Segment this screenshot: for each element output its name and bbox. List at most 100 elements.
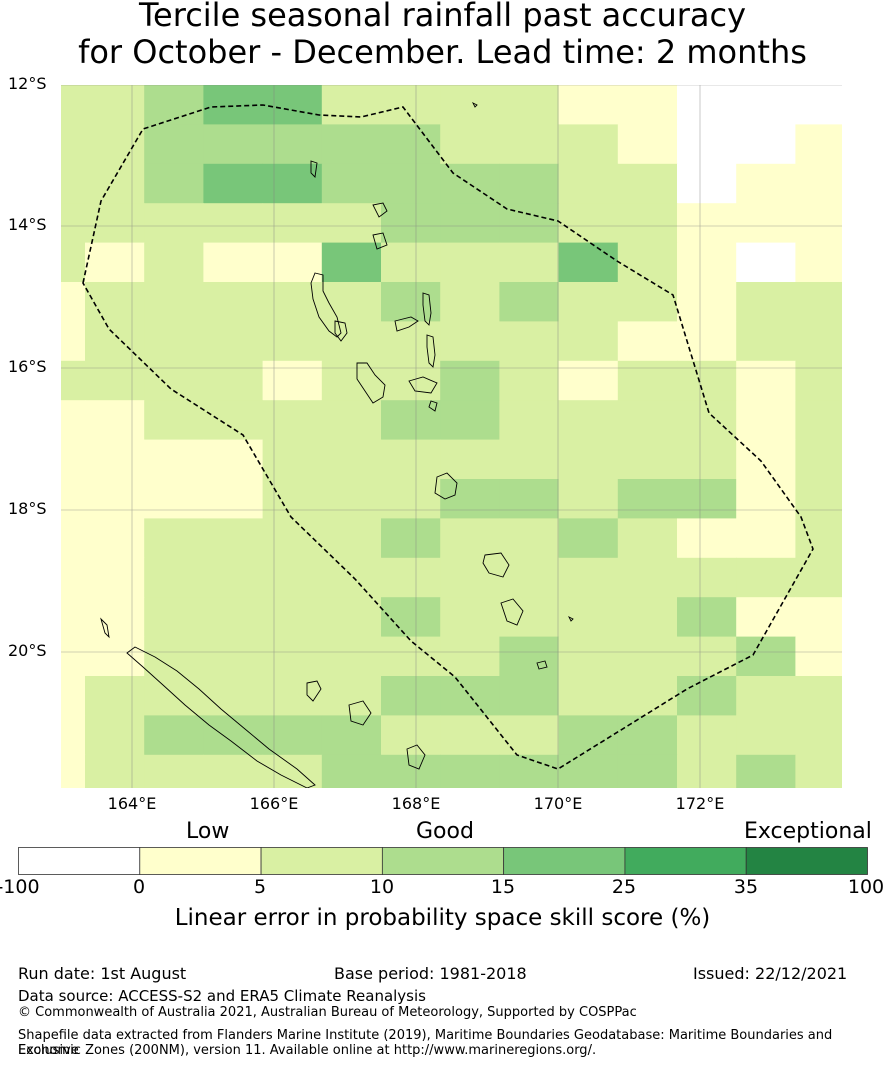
island-pentecost bbox=[426, 334, 436, 368]
lon-label-166E: 166°E bbox=[249, 794, 299, 813]
skill-cell bbox=[440, 242, 500, 283]
skill-cell bbox=[617, 754, 678, 788]
skill-cell bbox=[736, 676, 796, 716]
skill-cell bbox=[440, 203, 500, 244]
skill-cell bbox=[321, 242, 382, 283]
skill-cell bbox=[736, 636, 796, 677]
skill-cell bbox=[440, 597, 500, 638]
skill-cell bbox=[736, 754, 796, 788]
skill-cell bbox=[795, 282, 842, 322]
skill-cell bbox=[262, 715, 323, 756]
skill-cell bbox=[440, 557, 500, 598]
skill-cell bbox=[795, 203, 842, 244]
skill-cell bbox=[795, 754, 842, 788]
skill-cell bbox=[499, 715, 560, 756]
island-aneityum bbox=[536, 660, 548, 670]
shapefile-credit-line2: Economic Zones (200NM), version 11. Avai… bbox=[18, 1043, 597, 1058]
skill-cell bbox=[203, 400, 264, 441]
skill-cell bbox=[85, 282, 145, 322]
skill-cell bbox=[321, 479, 382, 519]
skill-cell bbox=[440, 754, 500, 788]
skill-cell bbox=[499, 400, 560, 441]
island-vanua-lava bbox=[372, 232, 388, 250]
colorbar-segment bbox=[624, 847, 747, 875]
skill-cell bbox=[203, 636, 264, 677]
issued-date: Issued: 22/12/2021 bbox=[693, 964, 848, 983]
skill-cell bbox=[262, 597, 323, 638]
skill-cell bbox=[736, 321, 796, 362]
skill-cell bbox=[499, 124, 560, 165]
skill-cell bbox=[499, 439, 560, 480]
skill-cell bbox=[677, 597, 737, 638]
skill-cell bbox=[558, 439, 619, 480]
lon-label-170E: 170°E bbox=[533, 794, 583, 813]
skill-cell bbox=[321, 557, 382, 598]
skill-cell bbox=[617, 321, 678, 362]
skill-cell bbox=[677, 163, 737, 204]
skill-cell bbox=[795, 557, 842, 598]
skill-cell bbox=[440, 518, 500, 559]
skill-cell bbox=[499, 479, 560, 519]
skill-cell bbox=[499, 163, 560, 204]
skill-cell bbox=[440, 636, 500, 677]
colorbar-segment bbox=[381, 847, 505, 875]
colorbar-tick: 100 bbox=[847, 876, 885, 898]
colorbar-tick: 0 bbox=[132, 876, 146, 898]
skill-cell bbox=[203, 597, 264, 638]
skill-cell bbox=[795, 360, 842, 401]
skill-cell bbox=[262, 636, 323, 677]
lon-label-164E: 164°E bbox=[107, 794, 157, 813]
skill-cell bbox=[144, 439, 204, 480]
shapefile-credit-line1: Shapefile data extracted from Flanders M… bbox=[18, 1028, 833, 1058]
skill-cell bbox=[85, 400, 145, 441]
lon-label-168E: 168°E bbox=[391, 794, 441, 813]
skill-cell bbox=[736, 85, 796, 125]
skill-cell bbox=[144, 282, 204, 322]
skill-cell bbox=[203, 163, 264, 204]
skill-cell bbox=[381, 518, 441, 559]
skill-cell bbox=[617, 203, 678, 244]
copyright: © Commonwealth of Australia 2021, Austra… bbox=[18, 1005, 637, 1020]
skill-cell bbox=[203, 676, 264, 716]
colorbar-category-exceptional: Exceptional bbox=[744, 819, 872, 844]
coastlines bbox=[100, 101, 574, 788]
skill-cell bbox=[144, 124, 204, 165]
skill-cell bbox=[144, 676, 204, 716]
skill-cell bbox=[203, 124, 264, 165]
skill-cell bbox=[440, 282, 500, 322]
skill-cell bbox=[440, 676, 500, 716]
skill-cell bbox=[795, 597, 842, 638]
skill-cell bbox=[61, 676, 86, 716]
skill-cell bbox=[262, 439, 323, 480]
skill-cell bbox=[321, 282, 382, 322]
skill-cell bbox=[262, 203, 323, 244]
skill-cell bbox=[558, 85, 619, 125]
colorbar-segment bbox=[139, 847, 262, 875]
skill-cell bbox=[85, 124, 145, 165]
skill-cell bbox=[795, 439, 842, 480]
skill-cell bbox=[61, 754, 86, 788]
skill-cell bbox=[499, 676, 560, 716]
colorbar bbox=[18, 847, 868, 875]
colorbar-segment bbox=[260, 847, 383, 875]
island-hunter bbox=[567, 615, 574, 622]
colorbar-segment bbox=[745, 847, 868, 875]
skill-cell bbox=[617, 557, 678, 598]
skill-cell bbox=[203, 479, 264, 519]
skill-cell bbox=[321, 360, 382, 401]
colorbar-tick: 25 bbox=[611, 876, 637, 898]
skill-cell bbox=[381, 124, 441, 165]
lat-label-14S: 14°S bbox=[8, 215, 47, 234]
skill-cell bbox=[85, 557, 145, 598]
colorbar-category-good: Good bbox=[416, 819, 474, 844]
skill-cell bbox=[795, 518, 842, 559]
skill-cell bbox=[736, 715, 796, 756]
skill-cell bbox=[144, 203, 204, 244]
skill-cell bbox=[381, 479, 441, 519]
skill-cell bbox=[617, 479, 678, 519]
skill-cell bbox=[381, 282, 441, 322]
skill-cell bbox=[795, 400, 842, 441]
skill-cell bbox=[381, 597, 441, 638]
skill-cell bbox=[736, 282, 796, 322]
lat-label-16S: 16°S bbox=[8, 357, 47, 376]
